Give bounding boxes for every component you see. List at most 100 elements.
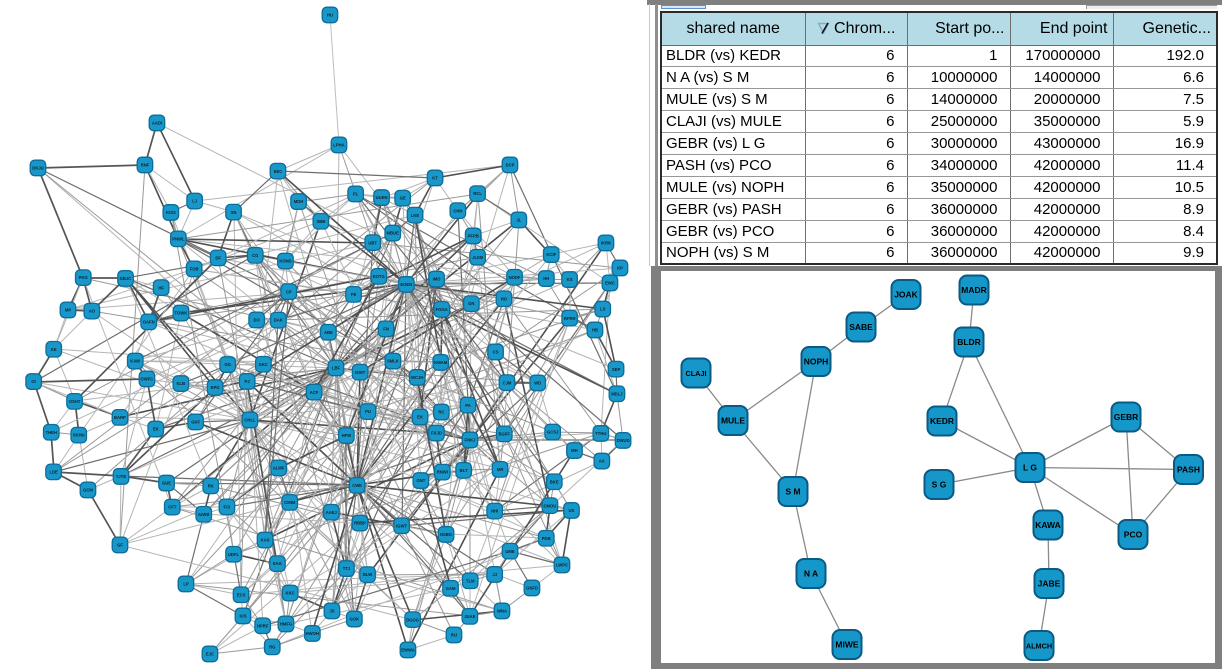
svg-text:MP: MP [65,308,71,313]
svg-text:S M: S M [785,487,800,497]
svg-text:MBUE: MBUE [387,231,400,236]
svg-text:BLW: BLW [363,572,372,577]
svg-text:RIJ: RIJ [451,633,458,638]
svg-text:KAS: KAS [261,538,270,543]
svg-text:CHH: CHH [453,208,462,213]
svg-text:GN: GN [468,301,474,306]
svg-text:CMIM: CMIM [284,500,296,505]
svg-text:S G: S G [932,480,947,490]
svg-text:SKHU: SKHU [73,433,85,438]
svg-text:CMOU: CMOU [544,503,557,508]
svg-text:KAW: KAW [130,359,140,364]
svg-text:HMFG: HMFG [280,622,292,627]
svg-text:KKC: KKC [286,591,295,596]
svg-text:PNWL: PNWL [172,237,185,242]
svg-text:RK: RK [208,483,214,488]
svg-text:MDLJ: MDLJ [611,391,623,396]
svg-text:JJ: JJ [492,572,497,577]
svg-text:HPRF: HPRF [257,623,269,628]
svg-text:IUWB: IUWB [198,512,209,517]
svg-text:CJM: CJM [503,380,512,385]
svg-text:THEH: THEH [46,430,57,435]
svg-text:KCIF: KCIF [546,252,556,257]
svg-text:SABE: SABE [849,322,873,332]
svg-text:UDFL: UDFL [228,552,240,557]
svg-text:HWOH: HWOH [306,631,319,636]
svg-text:OI: OI [31,379,35,384]
svg-text:GE: GE [400,196,406,201]
svg-text:LJ: LJ [192,199,198,204]
svg-text:CS: CS [493,350,499,355]
svg-text:LP: LP [183,582,189,587]
svg-text:ALMCH: ALMCH [1026,642,1052,651]
svg-text:LWPC: LWPC [556,563,568,568]
svg-text:L G: L G [1023,463,1037,473]
svg-text:US: US [568,508,574,513]
svg-text:KAWA: KAWA [1035,520,1061,530]
svg-text:IMO: IMO [433,277,442,282]
svg-text:KE: KE [51,347,57,352]
svg-text:HU: HU [327,13,333,18]
svg-text:RBBP: RBBP [354,521,366,526]
svg-text:CG: CG [252,253,258,258]
svg-text:CHLL: CHLL [244,418,256,423]
svg-text:MULE: MULE [721,416,745,426]
svg-text:ONT: ONT [416,478,425,483]
svg-text:BLDR: BLDR [957,337,981,347]
svg-text:FNKJ: FNKJ [465,438,477,443]
svg-text:JS: JS [329,609,334,614]
svg-text:GNFD: GNFD [526,586,538,591]
svg-text:RG: RG [269,645,275,650]
svg-text:BLT: BLT [460,468,468,473]
svg-text:KIS: KIS [240,614,247,619]
svg-text:WCJH: WCJH [411,375,423,380]
svg-text:AAEJ: AAEJ [326,510,338,515]
svg-text:PASH: PASH [1177,465,1200,475]
svg-text:PL: PL [353,192,359,197]
svg-text:MR: MR [497,467,504,472]
svg-text:JLKB: JLKB [472,255,483,260]
svg-text:GCSJ: GCSJ [547,430,559,435]
svg-text:MADR: MADR [961,285,987,295]
svg-text:EAG: EAG [273,561,282,566]
svg-text:JOAK: JOAK [894,290,918,300]
svg-text:GKC: GKC [259,362,268,367]
svg-text:JUAE: JUAE [464,614,475,619]
svg-text:BARP: BARP [114,415,126,420]
svg-text:CLAJI: CLAJI [685,369,706,378]
svg-text:RNF: RNF [141,163,150,168]
svg-text:OSHT: OSHT [69,399,81,404]
svg-text:DKJU: DKJU [32,166,43,171]
svg-text:KOND: KOND [279,259,291,264]
svg-text:GCM: GCM [83,488,93,493]
svg-text:LPHA: LPHA [333,143,344,148]
svg-text:DF: DF [215,256,221,261]
svg-text:DAK: DAK [274,318,283,323]
svg-text:MH: MH [571,448,578,453]
svg-text:LBF: LBF [332,366,341,371]
svg-text:GOK: GOK [350,617,360,622]
svg-text:GBJC: GBJC [120,276,132,281]
svg-text:DO: DO [253,318,260,323]
svg-text:UBT: UBT [368,240,377,245]
svg-text:FGGA: FGGA [436,307,448,312]
svg-text:SN: SN [231,210,237,215]
svg-text:KP: KP [617,266,623,271]
svg-text:RCL: RCL [473,191,482,196]
svg-text:MDH: MDH [294,199,304,204]
svg-text:KEDR: KEDR [930,416,954,426]
svg-text:HB: HB [592,328,598,333]
svg-text:GUE: GUE [162,481,171,486]
svg-text:NOPH: NOPH [804,357,829,367]
svg-text:RC: RC [438,410,444,415]
svg-text:PDB: PDB [542,536,551,541]
svg-text:UUEN: UUEN [376,195,388,200]
svg-text:DGOG: DGOG [406,617,419,622]
svg-text:FKJD: FKJD [431,431,442,436]
svg-text:BKE: BKE [550,479,559,484]
svg-text:ALWF: ALWF [273,466,285,471]
svg-text:ISWT: ISWT [355,370,366,375]
svg-text:KLB: KLB [176,381,185,386]
svg-text:FN: FN [383,327,389,332]
svg-text:TTJ: TTJ [343,566,351,571]
